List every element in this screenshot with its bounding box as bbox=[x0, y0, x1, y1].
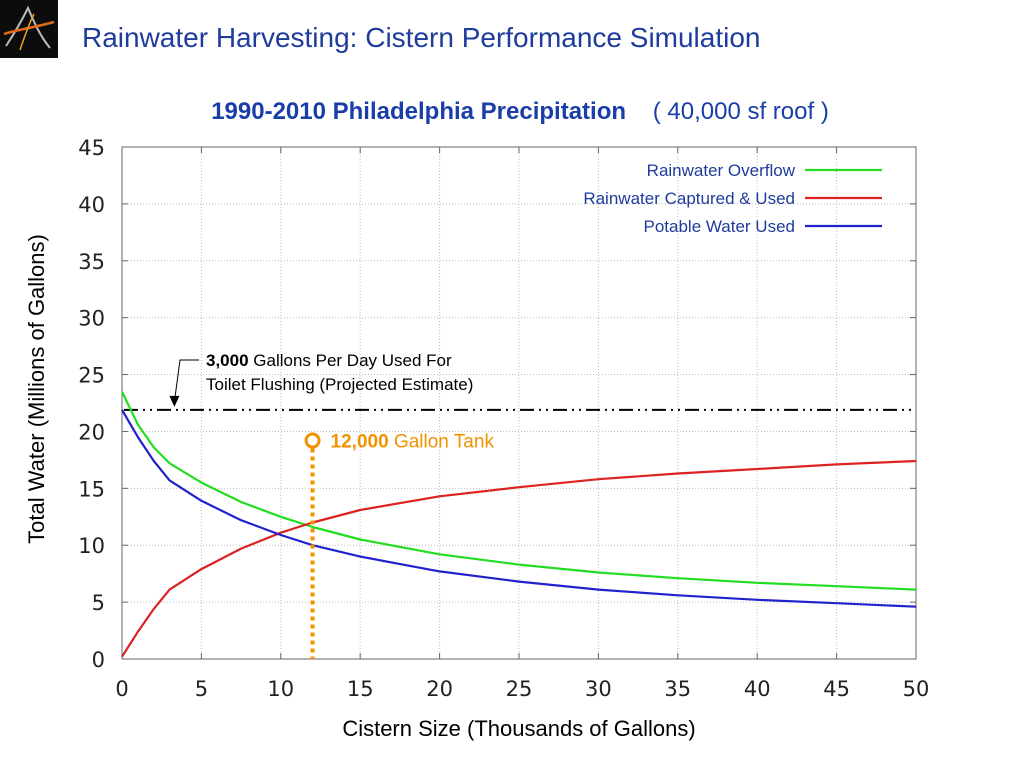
x-tick-label: 30 bbox=[585, 677, 612, 701]
x-tick-label: 35 bbox=[664, 677, 691, 701]
legend-label: Rainwater Captured & Used bbox=[583, 189, 795, 208]
x-tick-label: 25 bbox=[506, 677, 533, 701]
axis-ticks: 0 5 10 15 20 25 30 35 40 45 50 0 5 10 15 20 25 30 35 40 45 bbox=[78, 136, 929, 701]
slide-title: Rainwater Harvesting: Cistern Performanc… bbox=[82, 22, 761, 53]
chart-title: 1990-2010 Philadelphia Precipitation ( 4… bbox=[0, 98, 1024, 126]
tank-label-rest: Gallon Tank bbox=[389, 432, 495, 453]
tank-label: 12,000 Gallon Tank bbox=[331, 432, 495, 453]
y-tick-label: 20 bbox=[78, 420, 105, 444]
chart-subtitle: ( 40,000 sf roof ) bbox=[652, 98, 829, 125]
series-line bbox=[121, 391, 917, 591]
y-tick-label: 40 bbox=[78, 193, 105, 217]
annotation-leader bbox=[173, 359, 199, 402]
tank-marker bbox=[304, 432, 321, 659]
y-tick-label: 10 bbox=[78, 534, 105, 558]
x-tick-label: 40 bbox=[744, 677, 771, 701]
logo bbox=[0, 0, 58, 58]
y-axis-label: Total Water (Millions of Gallons) bbox=[24, 234, 49, 544]
x-tick-label: 5 bbox=[195, 677, 208, 701]
x-tick-label: 15 bbox=[347, 677, 374, 701]
legend-label: Potable Water Used bbox=[644, 217, 796, 236]
tank-marker-point bbox=[304, 432, 321, 449]
x-axis-label: Cistern Size (Thousands of Gallons) bbox=[342, 716, 695, 741]
x-tick-label: 50 bbox=[903, 677, 930, 701]
y-tick-label: 30 bbox=[78, 307, 105, 331]
x-tick-label: 20 bbox=[426, 677, 453, 701]
reference-line bbox=[124, 359, 914, 411]
y-tick-label: 45 bbox=[78, 136, 105, 160]
legend-label: Rainwater Overflow bbox=[647, 161, 796, 180]
annotation-bold: 3,000 bbox=[206, 351, 249, 370]
legend: Rainwater Overflow Rainwater Captured & U… bbox=[583, 161, 882, 236]
y-tick-label: 0 bbox=[92, 648, 105, 672]
annotation-line-2: Toilet Flushing (Projected Estimate) bbox=[206, 375, 473, 394]
y-tick-label: 35 bbox=[78, 250, 105, 274]
annotation-line-1: 3,000 Gallons Per Day Used For bbox=[206, 351, 452, 370]
x-tick-label: 45 bbox=[823, 677, 850, 701]
x-tick-label: 10 bbox=[267, 677, 294, 701]
series-lines bbox=[121, 391, 917, 658]
series-line bbox=[121, 409, 917, 608]
annotation-arrowhead bbox=[169, 395, 180, 407]
chart-title-main: 1990-2010 Philadelphia Precipitation bbox=[211, 98, 627, 125]
y-tick-label: 5 bbox=[92, 591, 105, 615]
annotation-text-1: Gallons Per Day Used For bbox=[249, 351, 452, 370]
stylized-letter-a-logo-icon bbox=[3, 5, 55, 51]
x-tick-label: 0 bbox=[115, 677, 128, 701]
grid-lines bbox=[122, 147, 916, 659]
y-tick-label: 25 bbox=[78, 364, 105, 388]
series-line bbox=[121, 459, 917, 658]
y-tick-label: 15 bbox=[78, 477, 105, 501]
tank-label-bold: 12,000 bbox=[331, 432, 389, 453]
